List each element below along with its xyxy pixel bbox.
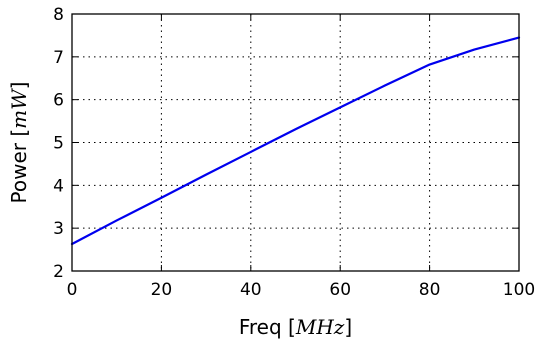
- y-tick-label: 7: [53, 48, 64, 68]
- y-tick-label: 3: [53, 219, 64, 239]
- x-tick-label: 80: [419, 280, 441, 300]
- y-axis-label-text: Power: [7, 137, 31, 204]
- y-tick-label: 6: [53, 91, 64, 111]
- y-axis-label-bracket-open: [: [7, 129, 31, 137]
- y-axis-label-bracket-close: ]: [7, 82, 31, 90]
- x-axis-label-bracket-open: [: [288, 315, 296, 339]
- y-axis-label: Power [mW]: [7, 82, 31, 204]
- series-line-0: [70, 36, 521, 246]
- grid-layer: [72, 14, 519, 271]
- series-layer: [70, 36, 521, 246]
- x-tick-label: 40: [240, 280, 262, 300]
- x-tick-label: 0: [67, 280, 78, 300]
- y-tick-label: 4: [53, 176, 64, 196]
- tick-layer: 0 20 40 60 80 100 2 3 4 5 6 7 8: [53, 5, 535, 300]
- x-tick-label: 60: [329, 280, 351, 300]
- x-tick-label: 20: [151, 280, 173, 300]
- y-tick-label: 5: [53, 134, 64, 154]
- x-axis-label-bracket-close: ]: [344, 315, 352, 339]
- x-axis-label-text: Freq: [239, 315, 288, 339]
- y-tick-label: 2: [53, 262, 64, 282]
- x-tick-label: 100: [503, 280, 535, 300]
- y-axis-unit: mW: [7, 88, 31, 129]
- y-tick-label: 8: [53, 5, 64, 25]
- x-axis-label: Freq [MHz]: [239, 315, 352, 339]
- x-axis-unit: MHz: [295, 315, 345, 339]
